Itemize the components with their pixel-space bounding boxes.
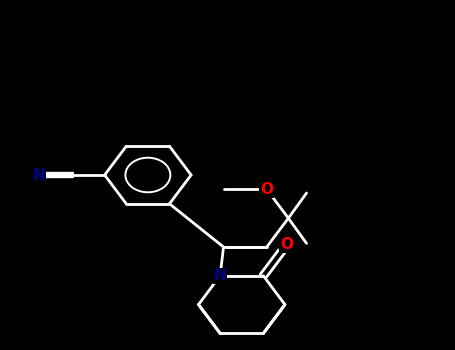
Text: O: O <box>280 237 293 252</box>
Text: N: N <box>214 268 227 283</box>
Text: N: N <box>32 168 45 182</box>
Text: O: O <box>260 182 273 197</box>
